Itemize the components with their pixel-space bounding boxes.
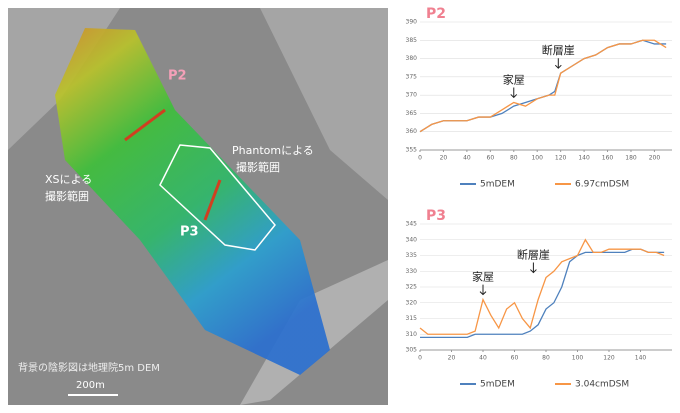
y-tick-label: 325 bbox=[406, 284, 418, 291]
y-tick-label: 355 bbox=[406, 147, 418, 154]
x-tick-label: 100 bbox=[531, 155, 543, 162]
x-tick-label: 80 bbox=[542, 355, 550, 362]
y-tick-label: 365 bbox=[406, 110, 418, 117]
y-tick-label: 320 bbox=[406, 299, 418, 306]
x-tick-label: 100 bbox=[572, 355, 584, 362]
x-tick-label: 20 bbox=[448, 355, 456, 362]
phantom-label: 撮影範囲 bbox=[236, 160, 280, 174]
legend-label: 5mDEM bbox=[480, 380, 515, 390]
chart-title: P2 bbox=[426, 6, 446, 22]
y-tick-label: 380 bbox=[406, 55, 418, 62]
x-tick-label: 0 bbox=[418, 355, 422, 362]
xs-label: XSによる bbox=[45, 173, 92, 186]
p3-label: P3 bbox=[180, 225, 199, 240]
y-tick-label: 305 bbox=[406, 347, 418, 354]
x-tick-label: 20 bbox=[440, 155, 448, 162]
y-tick-label: 385 bbox=[406, 37, 418, 44]
y-tick-label: 310 bbox=[406, 331, 418, 338]
y-tick-label: 315 bbox=[406, 315, 418, 322]
x-tick-label: 180 bbox=[625, 155, 637, 162]
x-tick-label: 160 bbox=[602, 155, 614, 162]
y-tick-label: 390 bbox=[406, 19, 418, 26]
y-tick-label: 360 bbox=[406, 128, 418, 135]
y-tick-label: 335 bbox=[406, 252, 418, 259]
xs-label: 撮影範囲 bbox=[45, 189, 89, 203]
x-tick-label: 80 bbox=[510, 155, 518, 162]
figure: P2 XSによる 撮影範囲 Phantomによる 撮影範囲 P3 背景の陰影図は… bbox=[0, 0, 680, 409]
legend-label: 3.04cmDSM bbox=[575, 380, 629, 390]
annotation-arrow bbox=[530, 263, 536, 273]
scale-label: 200m bbox=[76, 380, 105, 391]
annotation-arrow bbox=[555, 58, 561, 68]
annotation: 家屋 bbox=[472, 270, 494, 284]
y-tick-label: 330 bbox=[406, 268, 418, 275]
phantom-label: Phantomによる bbox=[232, 144, 314, 157]
x-tick-label: 120 bbox=[603, 355, 615, 362]
x-tick-label: 40 bbox=[479, 355, 487, 362]
map-note: 背景の陰影図は地理院5m DEM bbox=[18, 361, 160, 374]
y-tick-label: 345 bbox=[406, 221, 418, 228]
annotation-arrow bbox=[480, 285, 486, 295]
p2-label: P2 bbox=[168, 69, 187, 84]
x-tick-label: 120 bbox=[555, 155, 567, 162]
legend-label: 5mDEM bbox=[480, 180, 515, 190]
x-tick-label: 140 bbox=[635, 355, 647, 362]
annotation: 断層崖 bbox=[517, 248, 550, 262]
y-tick-label: 340 bbox=[406, 236, 418, 243]
series-line bbox=[420, 249, 664, 337]
legend-label: 6.97cmDSM bbox=[575, 180, 629, 190]
x-tick-label: 40 bbox=[463, 155, 471, 162]
y-tick-label: 375 bbox=[406, 73, 418, 80]
annotation-arrow bbox=[511, 87, 517, 97]
x-tick-label: 0 bbox=[418, 155, 422, 162]
annotation: 家屋 bbox=[503, 72, 525, 86]
annotation: 断層崖 bbox=[542, 43, 575, 57]
y-tick-label: 370 bbox=[406, 92, 418, 99]
page: P2 XSによる 撮影範囲 Phantomによる 撮影範囲 P3 背景の陰影図は… bbox=[0, 0, 680, 409]
x-tick-label: 60 bbox=[511, 355, 519, 362]
map: P2 XSによる 撮影範囲 Phantomによる 撮影範囲 P3 背景の陰影図は… bbox=[8, 8, 388, 405]
x-tick-label: 60 bbox=[487, 155, 495, 162]
x-tick-label: 140 bbox=[578, 155, 590, 162]
x-tick-label: 200 bbox=[649, 155, 661, 162]
chart-title: P3 bbox=[426, 208, 446, 224]
